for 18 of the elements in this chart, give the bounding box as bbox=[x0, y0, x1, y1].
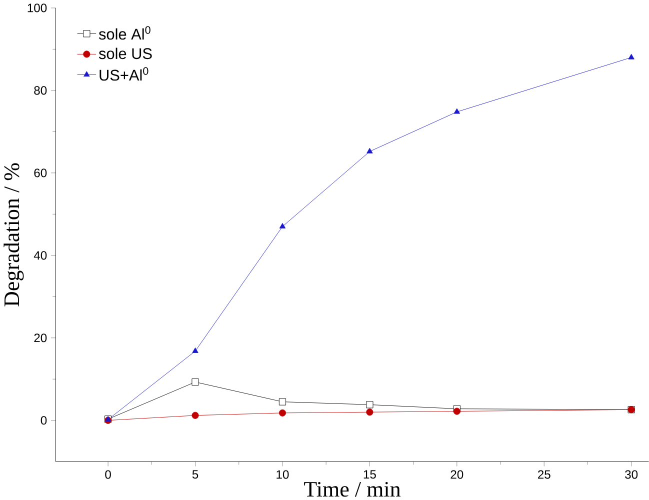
y-axis-title: Degradation / % bbox=[4, 163, 24, 306]
y-tick-label: 100 bbox=[28, 3, 47, 12]
x-tick-label: 30 bbox=[625, 470, 638, 479]
x-tick-label: 25 bbox=[538, 470, 550, 479]
legend-label: sole Al$^{0}$ bbox=[98, 26, 150, 40]
x-tick-label: 0 bbox=[105, 470, 111, 479]
x-tick-label: 5 bbox=[192, 470, 198, 478]
x-tick-label: 15 bbox=[364, 470, 376, 478]
y-tick-label: 20 bbox=[34, 333, 47, 342]
legend-label: sole US bbox=[98, 48, 152, 59]
x-tick-label: 10 bbox=[276, 470, 289, 479]
x-axis-title: Time / min bbox=[304, 482, 401, 497]
y-tick-label: 80 bbox=[34, 86, 47, 95]
y-tick-label: 40 bbox=[34, 250, 47, 260]
x-tick-label: 20 bbox=[450, 470, 464, 479]
y-tick-label: 0 bbox=[40, 416, 47, 424]
y-tick-label: 60 bbox=[34, 168, 47, 178]
legend-label: US+Al$^{0}$ bbox=[100, 67, 148, 80]
